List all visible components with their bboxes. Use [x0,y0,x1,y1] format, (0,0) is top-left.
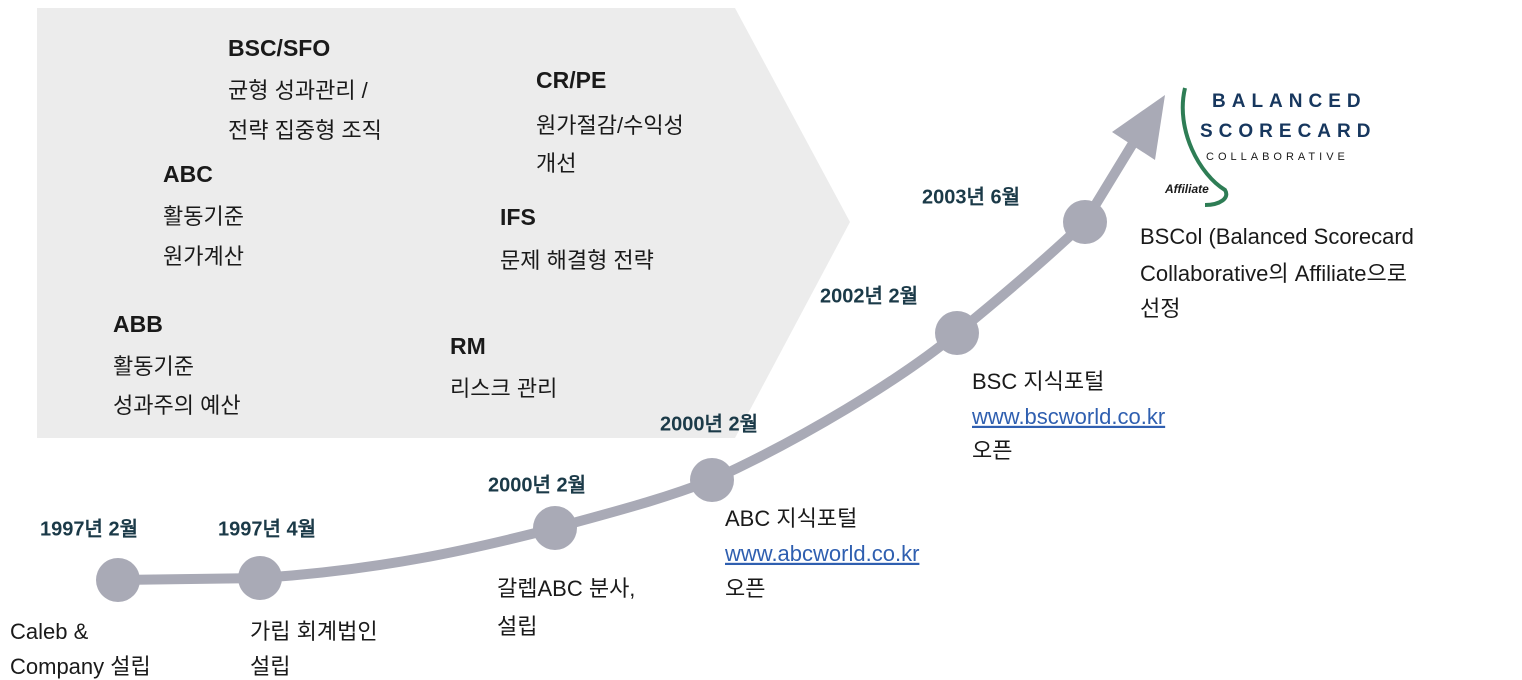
milestone-dot [238,556,282,600]
method-title: ABB [113,311,163,337]
milestone-dot [935,311,979,355]
milestone-text: 오픈 [972,438,1012,463]
milestone-text: 설립 [250,654,290,679]
milestone-dot [1063,200,1107,244]
milestone-text: Caleb & [10,619,89,644]
logo-text: SCORECARD [1200,121,1376,142]
methods-chevron [37,8,850,438]
method-line: 원가계산 [163,244,244,269]
timeline-arrowhead [1112,95,1165,160]
method-line: 문제 해결형 전략 [500,248,654,273]
method-line: 활동기준 [163,204,244,229]
method-line: 원가절감/수익성 [536,113,684,138]
milestone-link[interactable]: www.abcworld.co.kr [724,541,919,566]
milestone-text: 선정 [1140,296,1180,321]
method-title: IFS [500,204,536,230]
logo-text: COLLABORATIVE [1206,151,1349,163]
milestone-dot [533,506,577,550]
milestone-dot [96,558,140,602]
method-title: ABC [163,161,213,187]
milestone-text: Collaborative의 Affiliate으로 [1140,261,1407,286]
milestone-date: 2000년 2월 [488,473,586,496]
milestone-date: 1997년 2월 [40,517,138,540]
milestone-dot [690,458,734,502]
method-line: 리스크 관리 [450,376,557,401]
milestone-text: Company 설립 [10,654,151,679]
milestone-text: 오픈 [725,576,765,601]
milestone-text: ABC 지식포털 [725,506,857,531]
method-title: CR/PE [536,67,606,93]
milestone-text: 설립 [497,614,537,639]
milestone-text: BSC 지식포털 [972,369,1104,394]
method-title: RM [450,333,486,359]
method-line: 전략 집중형 조직 [228,118,382,143]
method-line: 성과주의 예산 [113,393,241,418]
milestone-text: 가립 회계법인 [250,619,378,644]
logo-arc [1180,87,1229,207]
logo-badge: Affiliate [1164,182,1209,196]
milestone-link[interactable]: www.bscworld.co.kr [971,404,1165,429]
method-line: 균형 성과관리 / [228,78,369,103]
milestone-date: 1997년 4월 [218,517,316,540]
milestone-dots [96,200,1107,602]
method-line: 개선 [536,151,576,176]
method-line: 활동기준 [113,354,194,379]
method-title: BSC/SFO [228,35,330,61]
logo-text: BALANCED [1212,91,1367,112]
milestone-date: 2003년 6월 [922,185,1020,208]
milestone-date: 2002년 2월 [820,284,918,307]
bsc-logo: BALANCED SCORECARD COLLABORATIVE Affilia… [1164,87,1376,207]
milestone-text: BSCol (Balanced Scorecard [1140,224,1414,249]
milestone-date: 2000년 2월 [660,412,758,435]
milestone-text: 갈렙ABC 분사, [497,576,635,601]
